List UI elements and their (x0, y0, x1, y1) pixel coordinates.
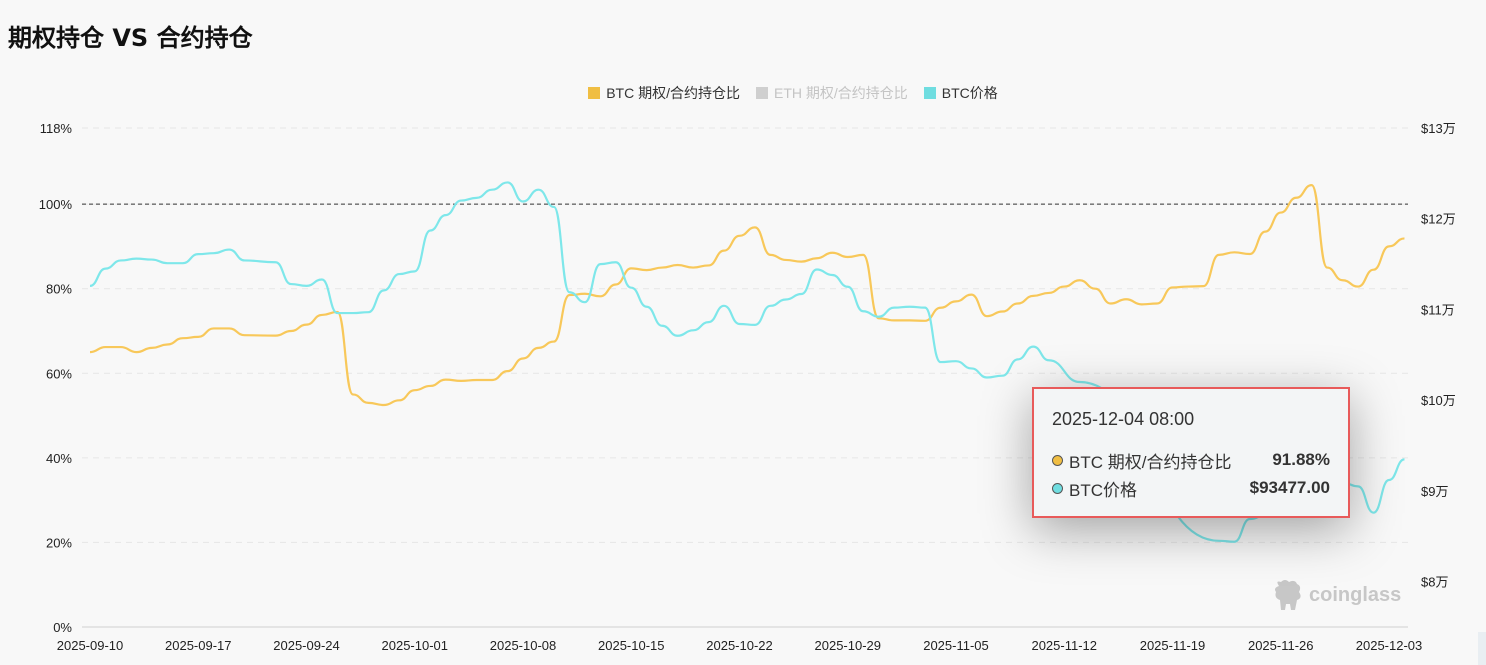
y-left-tick-label: 118% (40, 121, 73, 136)
y-right-tick-label: $11万 (1421, 302, 1455, 317)
legend-swatch-btc-price (923, 87, 936, 99)
legend-label: BTC价格 (941, 85, 998, 101)
x-tick-label: 2025-11-26 (1248, 638, 1314, 653)
tooltip-date: 2025-12-04 08:00 (1052, 409, 1195, 429)
y-right-tick-label: $13万 (1421, 121, 1456, 136)
tooltip-dot-btc-ratio (1052, 454, 1063, 466)
series-line-btc-ratio (89, 183, 1405, 407)
legend-swatch-btc-ratio (588, 87, 601, 99)
y-right-tick-label: $12万 (1421, 212, 1456, 227)
x-tick-label: 2025-09-17 (165, 638, 232, 653)
scrollbar-corner (1478, 632, 1486, 665)
x-tick-label: 2025-10-29 (815, 638, 882, 653)
tooltip-series-value: 91.88% (1272, 450, 1330, 469)
legend-label: BTC 期权/合约持仓比 (606, 85, 740, 101)
x-tick-label: 2025-09-10 (57, 638, 124, 653)
x-tick-label: 2025-09-24 (273, 638, 340, 653)
tooltip-series-name: BTC价格 (1069, 480, 1137, 500)
chart-legend: BTC 期权/合约持仓比 ETH 期权/合约持仓比 BTC价格 (0, 83, 1486, 103)
y-right-tick-label: $9万 (1421, 484, 1448, 499)
watermark: coinglass (1273, 578, 1401, 612)
x-tick-label: 2025-10-01 (382, 638, 449, 653)
y-left-tick-label: 20% (46, 535, 72, 550)
tooltip-row-btc-ratio: BTC 期权/合约持仓比 91.88% (1052, 446, 1330, 474)
legend-item-btc-price[interactable]: BTC价格 (923, 83, 998, 103)
y-left-tick-label: 40% (46, 451, 72, 466)
tooltip-dot-btc-price (1052, 482, 1063, 494)
y-left-tick-label: 100% (39, 197, 73, 212)
watermark-text: coinglass (1309, 583, 1402, 606)
coinglass-logo-icon (1275, 580, 1301, 610)
x-tick-label: 2025-11-19 (1140, 638, 1206, 653)
x-tick-label: 2025-10-08 (490, 638, 557, 653)
legend-label: ETH 期权/合约持仓比 (774, 85, 908, 101)
x-tick-label: 2025-11-05 (923, 638, 989, 653)
legend-item-btc-ratio[interactable]: BTC 期权/合约持仓比 (488, 83, 740, 103)
tooltip-series-name: BTC 期权/合约持仓比 (1069, 452, 1232, 472)
y-right-tick-label: $10万 (1421, 393, 1456, 408)
x-tick-label: 2025-12-03 (1356, 638, 1423, 653)
y-left-tick-label: 60% (46, 366, 72, 381)
x-tick-label: 2025-10-15 (598, 638, 665, 653)
page-title: 期权持仓 VS 合约持仓 (8, 24, 253, 52)
legend-item-eth-ratio[interactable]: ETH 期权/合约持仓比 (756, 83, 908, 103)
chart-tooltip: 2025-12-04 08:00 BTC 期权/合约持仓比 91.88% BTC… (1032, 387, 1350, 518)
tooltip-series-value: $93477.00 (1249, 478, 1330, 497)
legend-swatch-eth-ratio (756, 87, 768, 99)
x-tick-label: 2025-10-22 (706, 638, 773, 653)
x-tick-label: 2025-11-12 (1031, 638, 1097, 653)
tooltip-row-btc-price: BTC价格 $93477.00 (1052, 474, 1330, 502)
y-left-tick-label: 80% (46, 282, 72, 297)
y-left-tick-label: 0% (53, 620, 72, 635)
y-right-tick-label: $8万 (1421, 575, 1448, 590)
